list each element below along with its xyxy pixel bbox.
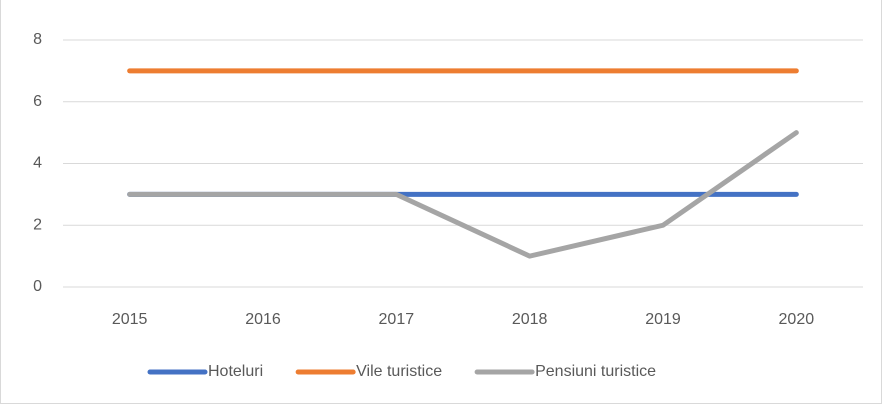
y-tick-label: 2 xyxy=(33,216,42,233)
legend-label: Vile turistice xyxy=(356,363,442,380)
x-tick-label: 2016 xyxy=(245,311,281,328)
series-line xyxy=(127,130,799,259)
y-tick-label: 6 xyxy=(33,93,42,110)
legend-label: Hoteluri xyxy=(208,363,263,380)
x-tick-label: 2019 xyxy=(645,311,681,328)
y-tick-label: 8 xyxy=(33,31,42,48)
x-tick-label: 2017 xyxy=(379,311,415,328)
x-tick-label: 2015 xyxy=(112,311,148,328)
x-tick-label: 2020 xyxy=(779,311,815,328)
x-tick-label: 2018 xyxy=(512,311,548,328)
y-tick-label: 0 xyxy=(33,278,42,295)
legend-label: Pensiuni turistice xyxy=(535,363,656,380)
y-tick-label: 4 xyxy=(33,155,42,172)
